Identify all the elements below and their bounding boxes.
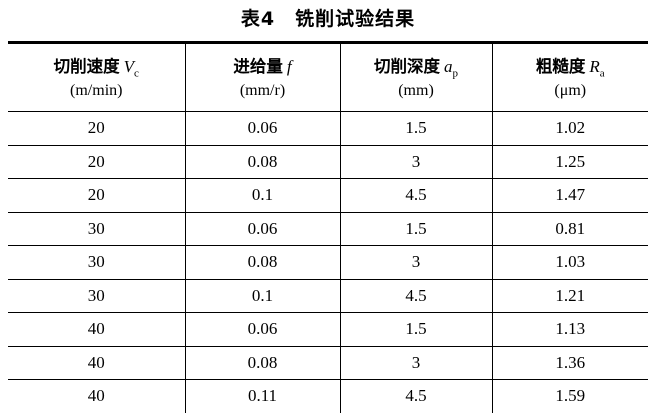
table-row: 20 0.1 4.5 1.47 [8, 178, 648, 213]
table-row: 20 0.06 1.5 1.02 [8, 111, 648, 146]
cell-f: 0.08 [184, 145, 340, 179]
cell-ap: 1.5 [339, 312, 492, 347]
cell-ap: 4.5 [339, 178, 492, 213]
cell-f: 0.06 [184, 111, 340, 146]
table-title: 表4 铣削试验结果 [240, 8, 416, 30]
cell-f: 0.1 [184, 279, 340, 313]
cell-f: 0.06 [184, 212, 340, 246]
col-header-unit: (mm) [398, 81, 434, 99]
table-header: 切削速度 Vc (m/min) 进给量 f (mm/r) 切削深度 ap (mm… [8, 42, 648, 112]
cell-ra: 0.81 [491, 212, 648, 246]
col-header-unit: (m/min) [70, 81, 123, 99]
cell-ra: 1.59 [491, 379, 648, 413]
cell-vc: 30 [8, 245, 185, 280]
table-row: 40 0.11 4.5 1.59 [8, 379, 648, 413]
col-header-roughness: 粗糙度 Ra (μm) [491, 42, 648, 112]
cell-ap: 3 [339, 145, 492, 179]
cell-ra: 1.36 [491, 346, 648, 380]
col-header-symbol: f [286, 56, 292, 76]
col-header-feed: 进给量 f (mm/r) [184, 42, 340, 112]
cell-f: 0.1 [184, 178, 340, 213]
col-header-symbol: Vc [123, 56, 139, 80]
cell-ra: 1.02 [491, 111, 648, 146]
cell-ap: 3 [339, 245, 492, 280]
col-header-cutting-depth: 切削深度 ap (mm) [339, 42, 492, 112]
cell-ap: 1.5 [339, 111, 492, 146]
col-header-label: 进给量 [233, 56, 283, 76]
col-header-symbol: Ra [589, 56, 605, 80]
cell-ap: 3 [339, 346, 492, 380]
cell-f: 0.08 [184, 245, 340, 280]
table-body: 20 0.06 1.5 1.02 20 0.08 3 1.25 20 0.1 4… [8, 111, 648, 413]
cell-f: 0.06 [184, 312, 340, 347]
cell-vc: 40 [8, 312, 185, 347]
table-row: 30 0.06 1.5 0.81 [8, 212, 648, 246]
col-header-cutting-speed: 切削速度 Vc (m/min) [8, 42, 185, 112]
header-row: 切削速度 Vc (m/min) 进给量 f (mm/r) 切削深度 ap (mm… [8, 42, 648, 112]
table-row: 30 0.08 3 1.03 [8, 245, 648, 280]
table-row: 40 0.08 3 1.36 [8, 346, 648, 380]
cell-ra: 1.13 [491, 312, 648, 347]
cell-f: 0.08 [184, 346, 340, 380]
cell-ap: 4.5 [339, 379, 492, 413]
col-header-label: 粗糙度 [535, 56, 586, 76]
cell-vc: 20 [8, 145, 185, 179]
cell-ap: 1.5 [339, 212, 492, 246]
cell-vc: 40 [87, 386, 105, 406]
col-header-unit: (mm/r) [239, 81, 286, 99]
results-table: 切削速度 Vc (m/min) 进给量 f (mm/r) 切削深度 ap (mm… [8, 41, 648, 413]
cell-vc: 20 [8, 111, 185, 146]
cell-ap: 4.5 [339, 279, 492, 313]
col-header-unit: (μm) [554, 81, 587, 99]
cell-ra: 1.03 [491, 245, 648, 280]
table-row: 30 0.1 4.5 1.21 [8, 279, 648, 313]
col-header-label: 切削深度 [374, 56, 440, 76]
col-header-label: 切削速度 [53, 56, 120, 76]
cell-vc: 30 [8, 279, 185, 313]
cell-f: 0.11 [184, 379, 340, 413]
cell-vc: 40 [8, 346, 185, 380]
col-header-symbol: ap [444, 56, 458, 80]
cell-ra: 1.47 [491, 178, 648, 213]
cell-ra: 1.21 [491, 279, 648, 313]
table-row: 20 0.08 3 1.25 [8, 145, 648, 179]
table-row: 40 0.06 1.5 1.13 [8, 312, 648, 347]
cell-ra: 1.25 [491, 145, 648, 179]
cell-vc: 20 [8, 178, 185, 213]
cell-vc: 30 [8, 212, 185, 246]
